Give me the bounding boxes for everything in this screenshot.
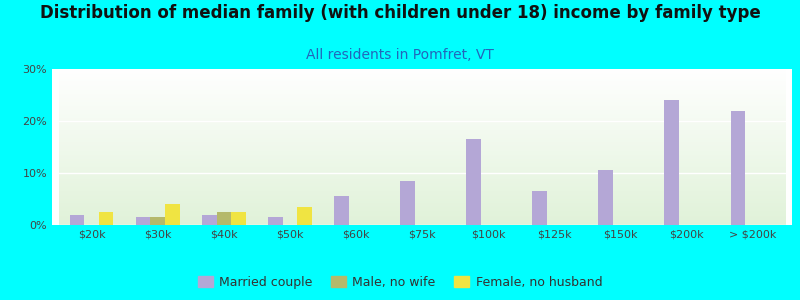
Bar: [334, 196, 349, 225]
Text: Distribution of median family (with children under 18) income by family type: Distribution of median family (with chil…: [40, 4, 760, 22]
Bar: [268, 217, 282, 225]
Bar: [217, 212, 231, 225]
Bar: [400, 181, 414, 225]
Bar: [598, 170, 613, 225]
Bar: [70, 214, 84, 225]
Text: All residents in Pomfret, VT: All residents in Pomfret, VT: [306, 48, 494, 62]
Bar: [202, 214, 217, 225]
Bar: [231, 212, 246, 225]
Bar: [532, 191, 547, 225]
Legend: Married couple, Male, no wife, Female, no husband: Married couple, Male, no wife, Female, n…: [193, 271, 607, 294]
Bar: [297, 207, 312, 225]
Bar: [165, 204, 179, 225]
Bar: [665, 100, 679, 225]
Bar: [150, 217, 165, 225]
Bar: [730, 111, 745, 225]
Bar: [466, 139, 481, 225]
Bar: [99, 212, 114, 225]
Bar: [136, 217, 150, 225]
